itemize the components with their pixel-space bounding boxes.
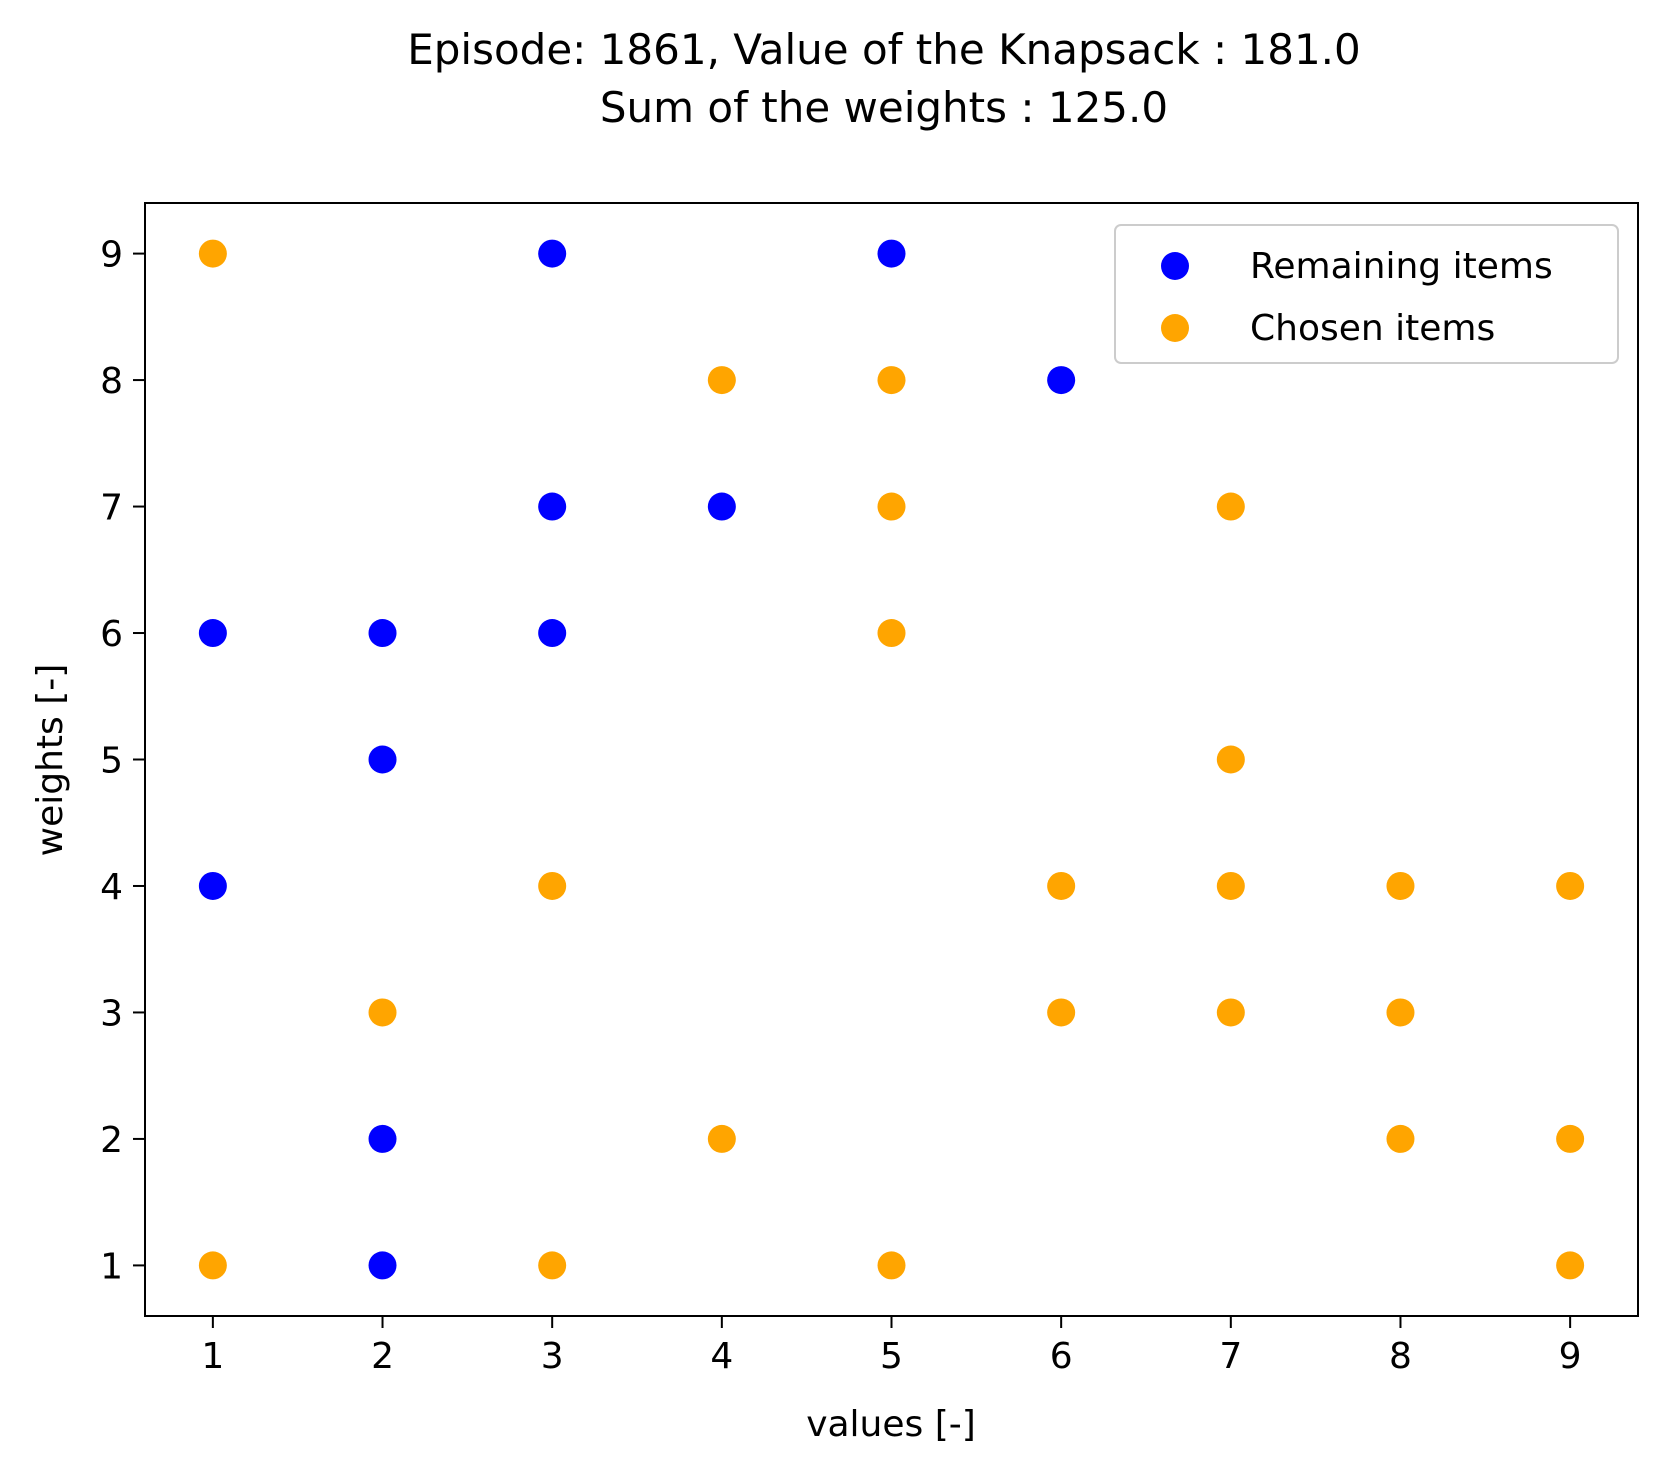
legend-marker-chosen bbox=[1161, 314, 1189, 342]
x-axis-label: values [-] bbox=[806, 1404, 976, 1445]
remaining-item-point bbox=[368, 1124, 397, 1153]
y-tick-label: 3 bbox=[100, 993, 123, 1034]
remaining-item-point bbox=[198, 871, 227, 900]
x-tick-label: 9 bbox=[1559, 1336, 1582, 1377]
x-tick-label: 7 bbox=[1219, 1336, 1242, 1377]
remaining-item-point bbox=[538, 239, 567, 268]
remaining-item-point bbox=[368, 745, 397, 774]
chosen-item-point bbox=[1556, 1251, 1585, 1280]
chosen-item-point bbox=[1216, 871, 1245, 900]
chosen-item-point bbox=[1386, 871, 1415, 900]
remaining-item-point bbox=[368, 619, 397, 648]
y-tick-label: 8 bbox=[100, 361, 123, 402]
legend-frame bbox=[1114, 224, 1619, 364]
chosen-item-point bbox=[877, 366, 906, 395]
y-tick-label: 6 bbox=[100, 614, 123, 655]
y-tick-label: 9 bbox=[100, 235, 123, 276]
y-axis: 1 2 3 4 5 6 7 8 9 bbox=[100, 235, 145, 1287]
remaining-item-point bbox=[368, 1251, 397, 1280]
y-tick-label: 2 bbox=[100, 1120, 123, 1161]
remaining-item-point bbox=[1047, 366, 1076, 395]
chosen-item-point bbox=[1386, 998, 1415, 1027]
chosen-item-point bbox=[1047, 998, 1076, 1027]
chosen-item-point bbox=[1556, 1124, 1585, 1153]
chosen-item-point bbox=[1556, 871, 1585, 900]
chosen-item-point bbox=[368, 998, 397, 1027]
chosen-item-point bbox=[538, 871, 567, 900]
chosen-item-point bbox=[1216, 492, 1245, 521]
chart-title-line-2: Sum of the weights : 125.0 bbox=[600, 83, 1168, 132]
chart-title-line-1: Episode: 1861, Value of the Knapsack : 1… bbox=[407, 25, 1361, 74]
remaining-item-point bbox=[707, 492, 736, 521]
x-tick-label: 1 bbox=[201, 1336, 224, 1377]
y-tick-label: 7 bbox=[100, 488, 123, 529]
chosen-item-point bbox=[877, 1251, 906, 1280]
chosen-item-point bbox=[1047, 871, 1076, 900]
chosen-item-point bbox=[1386, 1124, 1415, 1153]
remaining-item-point bbox=[198, 619, 227, 648]
chosen-item-point bbox=[707, 1124, 736, 1153]
remaining-item-point bbox=[538, 492, 567, 521]
legend-label-remaining: Remaining items bbox=[1250, 246, 1553, 287]
remaining-item-point bbox=[877, 239, 906, 268]
x-tick-label: 4 bbox=[710, 1336, 733, 1377]
x-tick-label: 3 bbox=[541, 1336, 564, 1377]
x-tick-label: 5 bbox=[880, 1336, 903, 1377]
chosen-item-point bbox=[877, 492, 906, 521]
y-tick-label: 5 bbox=[100, 741, 123, 782]
chosen-item-point bbox=[877, 619, 906, 648]
x-tick-label: 8 bbox=[1389, 1336, 1412, 1377]
x-tick-label: 2 bbox=[371, 1336, 394, 1377]
legend-label-chosen: Chosen items bbox=[1250, 308, 1495, 349]
chosen-item-point bbox=[1216, 998, 1245, 1027]
data-points bbox=[198, 239, 1585, 1280]
chosen-item-point bbox=[198, 239, 227, 268]
chosen-item-point bbox=[1216, 745, 1245, 774]
x-tick-label: 6 bbox=[1050, 1336, 1073, 1377]
chosen-item-point bbox=[538, 1251, 567, 1280]
legend-marker-remaining bbox=[1161, 252, 1189, 280]
chosen-item-point bbox=[707, 366, 736, 395]
chosen-item-point bbox=[198, 1251, 227, 1280]
y-axis-label: weights [-] bbox=[30, 664, 71, 857]
y-tick-label: 1 bbox=[100, 1246, 123, 1287]
x-axis: 1 2 3 4 5 6 7 8 9 bbox=[201, 1316, 1582, 1377]
legend: Remaining items Chosen items bbox=[1114, 224, 1619, 364]
y-tick-label: 4 bbox=[100, 867, 123, 908]
remaining-item-point bbox=[538, 619, 567, 648]
